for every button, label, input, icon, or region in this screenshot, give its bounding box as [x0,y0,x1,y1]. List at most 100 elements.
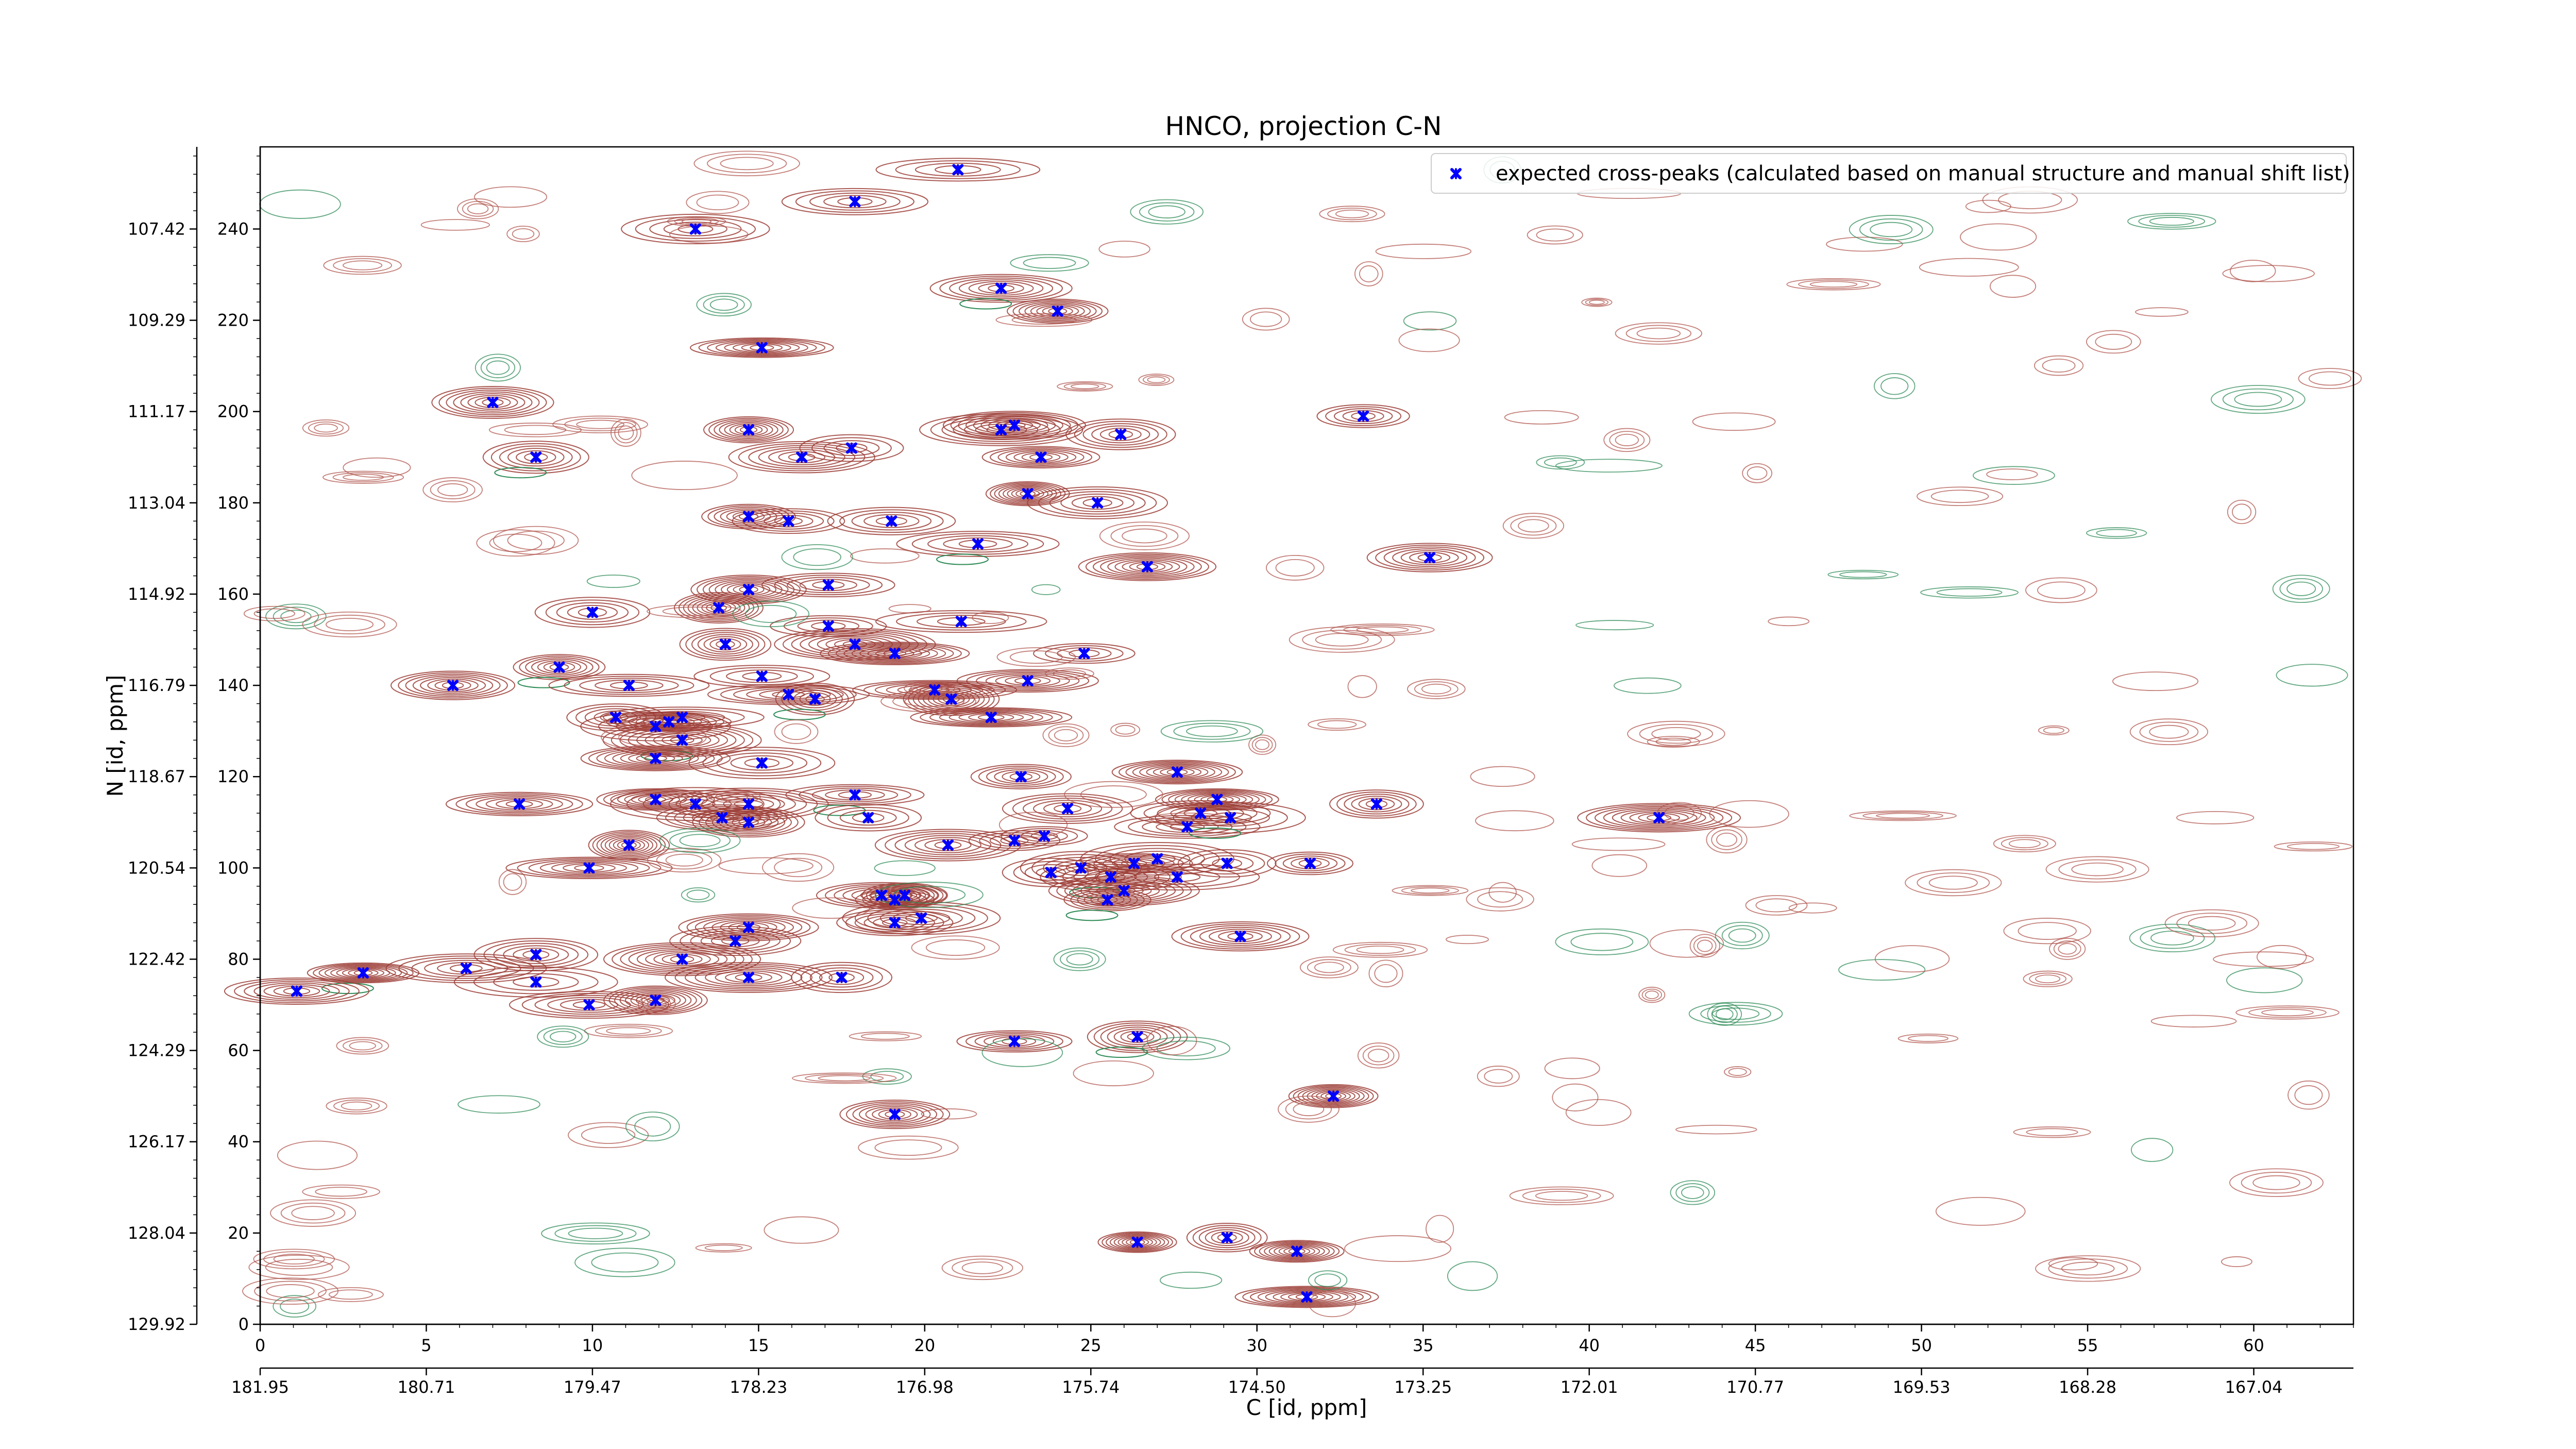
cross-peak-point [1221,857,1233,869]
cross-peak-point [650,752,662,764]
x-tick-ppm-label: 175.74 [1062,1377,1120,1397]
y-tick-label: 160 [217,584,249,604]
cross-peak-point [586,606,598,618]
contour-peak [761,572,895,598]
y-tick-ppm-label: 109.29 [128,311,185,330]
cross-peak-point [955,616,967,628]
contour-peak [839,1100,951,1130]
contour-peak [919,413,1083,446]
cross-peak-point [1045,867,1057,879]
legend-marker-icon [1450,168,1462,179]
cross-peak-point [756,757,768,769]
cross-peak-point [623,680,635,692]
cross-peak-point [822,620,834,632]
x-tick-ppm-label: 168.28 [2059,1377,2116,1397]
cross-peak-point [1118,885,1130,897]
y-axis-label: N [id, ppm] [103,675,128,797]
cross-peak-point [889,894,901,906]
cross-peak-point [1008,419,1020,431]
y-tick-ppm-label: 129.92 [128,1315,185,1334]
cross-peak-point [1015,771,1027,783]
cross-peak-point [849,196,861,208]
x-tick-ppm-label: 176.98 [896,1377,954,1397]
cross-peak-point [650,995,662,1006]
cross-peak-point [1115,428,1127,440]
contour-peak [669,925,802,956]
cross-peak-point [1328,1090,1340,1102]
legend-box [1431,153,2347,194]
cross-peak-point [945,693,957,705]
cross-peak-point [1022,488,1033,500]
y-tick-label: 40 [228,1132,249,1152]
x-tick-ppm-label: 180.71 [397,1377,455,1397]
cross-peak-point [623,839,635,851]
contour-peak [391,670,516,700]
contour-peak [431,386,554,419]
cross-peak-point [889,1108,901,1120]
cross-peak-point [460,963,472,974]
contour-peak [534,597,651,628]
contour-peak [956,1030,1073,1053]
contour-noise [242,150,2362,1318]
cross-peak-point [1304,857,1316,869]
plot-area [224,146,2362,1325]
cross-peak-point [845,442,857,454]
cross-peak-point [849,789,861,801]
x-tick-ppm-label: 170.77 [1726,1377,1784,1397]
x-tick-ppm-label: 167.04 [2225,1377,2283,1397]
cross-peak-point [1171,766,1183,778]
x-tick-ppm-label: 174.50 [1228,1377,1286,1397]
x-axis: 0 5 10 15 20 25 30 35 40 45 50 55 60 [255,1323,2354,1355]
cross-peak-point [1052,305,1063,317]
cross-peak-point [514,798,526,810]
x-tick-label: 55 [2077,1336,2098,1355]
cross-peak-point [1234,931,1246,942]
cross-peak-point [743,798,755,810]
cross-peak-point [1128,857,1140,869]
cross-peak-markers [291,164,1665,1303]
y-ticks: 0 20 40 60 80 100 120 140 160 180 200 220 240 [217,155,260,1334]
cross-peak-point [783,515,794,527]
contour-peak [781,188,929,215]
cross-peak-point [1211,794,1223,805]
y-tick-label: 240 [217,219,249,239]
y-tick-label: 220 [217,311,249,330]
cross-peak-point [1358,410,1369,422]
cross-peak-point [1105,871,1116,883]
cross-peak-point [889,648,901,660]
cross-peak-point [689,223,701,235]
y-tick-ppm-label: 107.42 [128,219,185,239]
y-tick-ppm-label: 116.79 [128,676,185,695]
y-tick-ppm-label: 126.17 [128,1132,185,1152]
cross-peak-point [756,342,768,353]
y-axis-ppm: 129.92 128.04 126.17 124.29 122.42 120.54 118.… [128,147,198,1334]
x-tick-label: 10 [582,1336,603,1355]
cross-peak-point [862,812,874,823]
cross-peak-point [743,921,755,933]
cross-peak-point [995,424,1007,436]
cross-peak-point [1151,853,1163,865]
cross-peak-point [743,511,755,523]
contour-peak [1002,793,1133,824]
x-tick-label: 40 [1579,1336,1600,1355]
cross-peak-point [1092,497,1104,509]
cross-peak-point [929,684,941,696]
cross-peak-point [650,794,662,805]
cross-peak-point [1035,451,1047,463]
cross-peak-point [1301,1291,1313,1303]
cross-peak-point [849,638,861,650]
cross-peak-point [836,971,848,983]
cross-peak-point [1424,552,1436,564]
y-ticks-ppm: 129.92 128.04 126.17 124.29 122.42 120.54 118.… [128,155,197,1334]
cross-peak-point [1225,812,1236,823]
x-axis-ppm: 181.95 180.71 179.47 178.23 176.98 175.74 174.… [231,1367,2353,1397]
contour-peak [1288,1084,1379,1108]
cross-peak-point [583,999,595,1011]
cross-peak-point [663,716,675,728]
cross-peak-point [1653,812,1665,823]
contour-peak [815,804,922,832]
cross-peak-point [610,712,622,723]
y-tick-label: 100 [217,858,249,878]
contour-peak [875,158,1041,182]
x-tick-label: 15 [748,1336,769,1355]
